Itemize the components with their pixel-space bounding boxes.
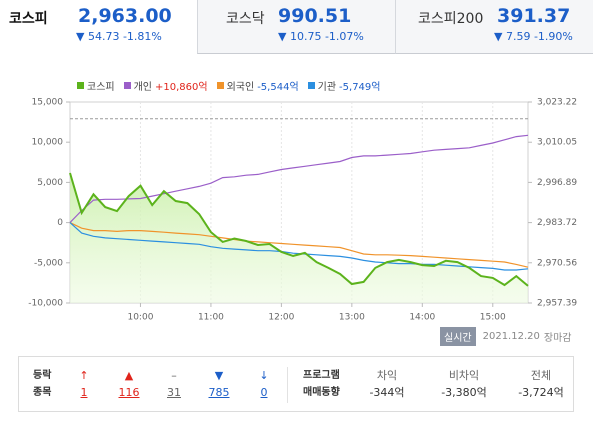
tab-change: ▼ 7.59 -1.90% <box>494 30 573 43</box>
y2-tick-label: 2,957.39 <box>537 299 577 309</box>
legend-label: 기관 <box>317 82 337 93</box>
legend-value: +10,860억 <box>155 82 208 93</box>
tab-change: ▼ 10.75 -1.07% <box>278 30 364 43</box>
legend-swatch <box>216 82 224 89</box>
program-column: 전체 -3,724억 <box>501 367 581 401</box>
stat-count[interactable]: 1 <box>80 386 88 399</box>
stat: ▼ 785 <box>204 367 234 401</box>
y2-tick-label: 2,970.56 <box>537 258 577 268</box>
program-value: -344억 <box>369 386 405 399</box>
program-label: 비차익 <box>448 369 480 382</box>
stat-count[interactable]: 116 <box>118 386 140 399</box>
stat-count[interactable]: 31 <box>167 386 181 399</box>
rate: -1.07% <box>324 30 364 43</box>
x-tick-label: 10:00 <box>127 313 153 323</box>
tab[interactable]: 코스피200 391.37 ▼ 7.59 -1.90% <box>395 0 593 54</box>
y-tick-label: 0 <box>57 218 63 228</box>
stat-icon: ▲ <box>124 369 134 382</box>
stat-count[interactable]: 785 <box>208 386 230 399</box>
stat-icon: ↑ <box>79 369 89 382</box>
y-tick-label: -10,000 <box>28 299 63 309</box>
tab-name: 코스닥 <box>226 11 265 27</box>
x-tick-label: 15:00 <box>480 313 506 323</box>
separator <box>287 367 288 403</box>
rate: -1.90% <box>533 30 573 43</box>
tab[interactable]: 코스피 2,963.00 ▼ 54.73 -1.81% <box>0 0 197 54</box>
stat: ↓ 0 <box>249 367 279 401</box>
tab[interactable]: 코스닥 990.51 ▼ 10.75 -1.07% <box>197 0 395 54</box>
program-value: -3,724억 <box>518 386 564 399</box>
line <box>69 134 529 224</box>
market-state: 장마감 <box>543 333 572 344</box>
y-tick-label: -5,000 <box>34 258 63 268</box>
legend-swatch <box>307 82 315 89</box>
stat: – 31 <box>159 367 189 401</box>
y2-tick-label: 2,996.89 <box>537 178 577 188</box>
change: ▼ 7.59 <box>494 30 531 43</box>
tab-name: 코스피 <box>9 11 48 27</box>
y2-tick-label: 2,983.72 <box>537 218 577 228</box>
y-tick-label: 10,000 <box>32 138 64 148</box>
x-tick-label: 12:00 <box>268 313 294 323</box>
legend: 코스피 개인 +10,860억 외국인 -5,544억 기관 -5,749억 <box>77 78 380 93</box>
tab-value: 990.51 <box>278 5 352 27</box>
line <box>69 222 529 268</box>
label-line: 종목 <box>33 387 52 398</box>
x-tick-label: 14:00 <box>409 313 435 323</box>
label-line: 등락 <box>33 370 52 381</box>
summary-box: 등락 종목 ↑ 1 ▲ 116–31 ▼ 785 ↓ 0 프로그램 매매동향 차익 -344억 비차익… <box>18 356 574 412</box>
change: ▼ 10.75 <box>278 30 322 43</box>
legend-swatch <box>123 82 131 89</box>
date: 2021.12.20 <box>482 331 540 342</box>
tab-change: ▼ 54.73 -1.81% <box>76 30 162 43</box>
y-tick-label: 5,000 <box>37 178 63 188</box>
change: ▼ 54.73 <box>76 30 120 43</box>
realtime-button[interactable]: 실시간 <box>440 327 476 346</box>
legend-item: 개인 +10,860억 <box>123 78 208 93</box>
program-column: 차익 -344억 <box>347 367 427 401</box>
label-line: 프로그램 <box>303 370 340 381</box>
stat-count[interactable]: 0 <box>260 386 268 399</box>
stat-icon: ↓ <box>259 369 269 382</box>
stat-icon: ▼ <box>214 369 224 382</box>
x-tick-label: 11:00 <box>198 313 224 323</box>
program-value: -3,380억 <box>441 386 487 399</box>
stat: ▲ 116 <box>114 367 144 401</box>
legend-swatch <box>77 82 84 89</box>
program-label: 전체 <box>530 369 552 382</box>
y-tick-label: 15,000 <box>32 98 64 108</box>
tab-value: 391.37 <box>497 5 571 27</box>
legend-item: 외국인 -5,544억 <box>216 78 299 93</box>
stat-icon: – <box>171 369 177 382</box>
chart: 10:00 11:00 12:00 13:00 14:00 15:00 15,000 10,0… <box>28 98 577 323</box>
y2-tick-label: 3,023.22 <box>537 98 577 108</box>
legend-item: 기관 -5,749억 <box>307 78 381 93</box>
program-column: 비차익 -3,380억 <box>424 367 504 401</box>
area <box>70 173 528 303</box>
tab-value: 2,963.00 <box>78 5 172 27</box>
program-label: 차익 <box>376 369 398 382</box>
legend-value: -5,749억 <box>339 82 381 93</box>
label-line: 매매동향 <box>303 387 340 398</box>
line <box>69 172 529 287</box>
tab-name: 코스피200 <box>418 11 484 27</box>
stat: ↑ 1 <box>69 367 99 401</box>
legend-label: 개인 <box>133 82 153 93</box>
status-row: 실시간 2021.12.20 장마감 <box>440 327 571 346</box>
x-tick-label: 13:00 <box>339 313 365 323</box>
legend-label: 코스피 <box>87 82 115 93</box>
y2-tick-label: 3,010.05 <box>537 138 577 148</box>
legend-value: -5,544억 <box>257 82 299 93</box>
legend-label: 외국인 <box>226 82 255 93</box>
legend-item: 코스피 <box>77 78 115 93</box>
rate: -1.81% <box>122 30 162 43</box>
